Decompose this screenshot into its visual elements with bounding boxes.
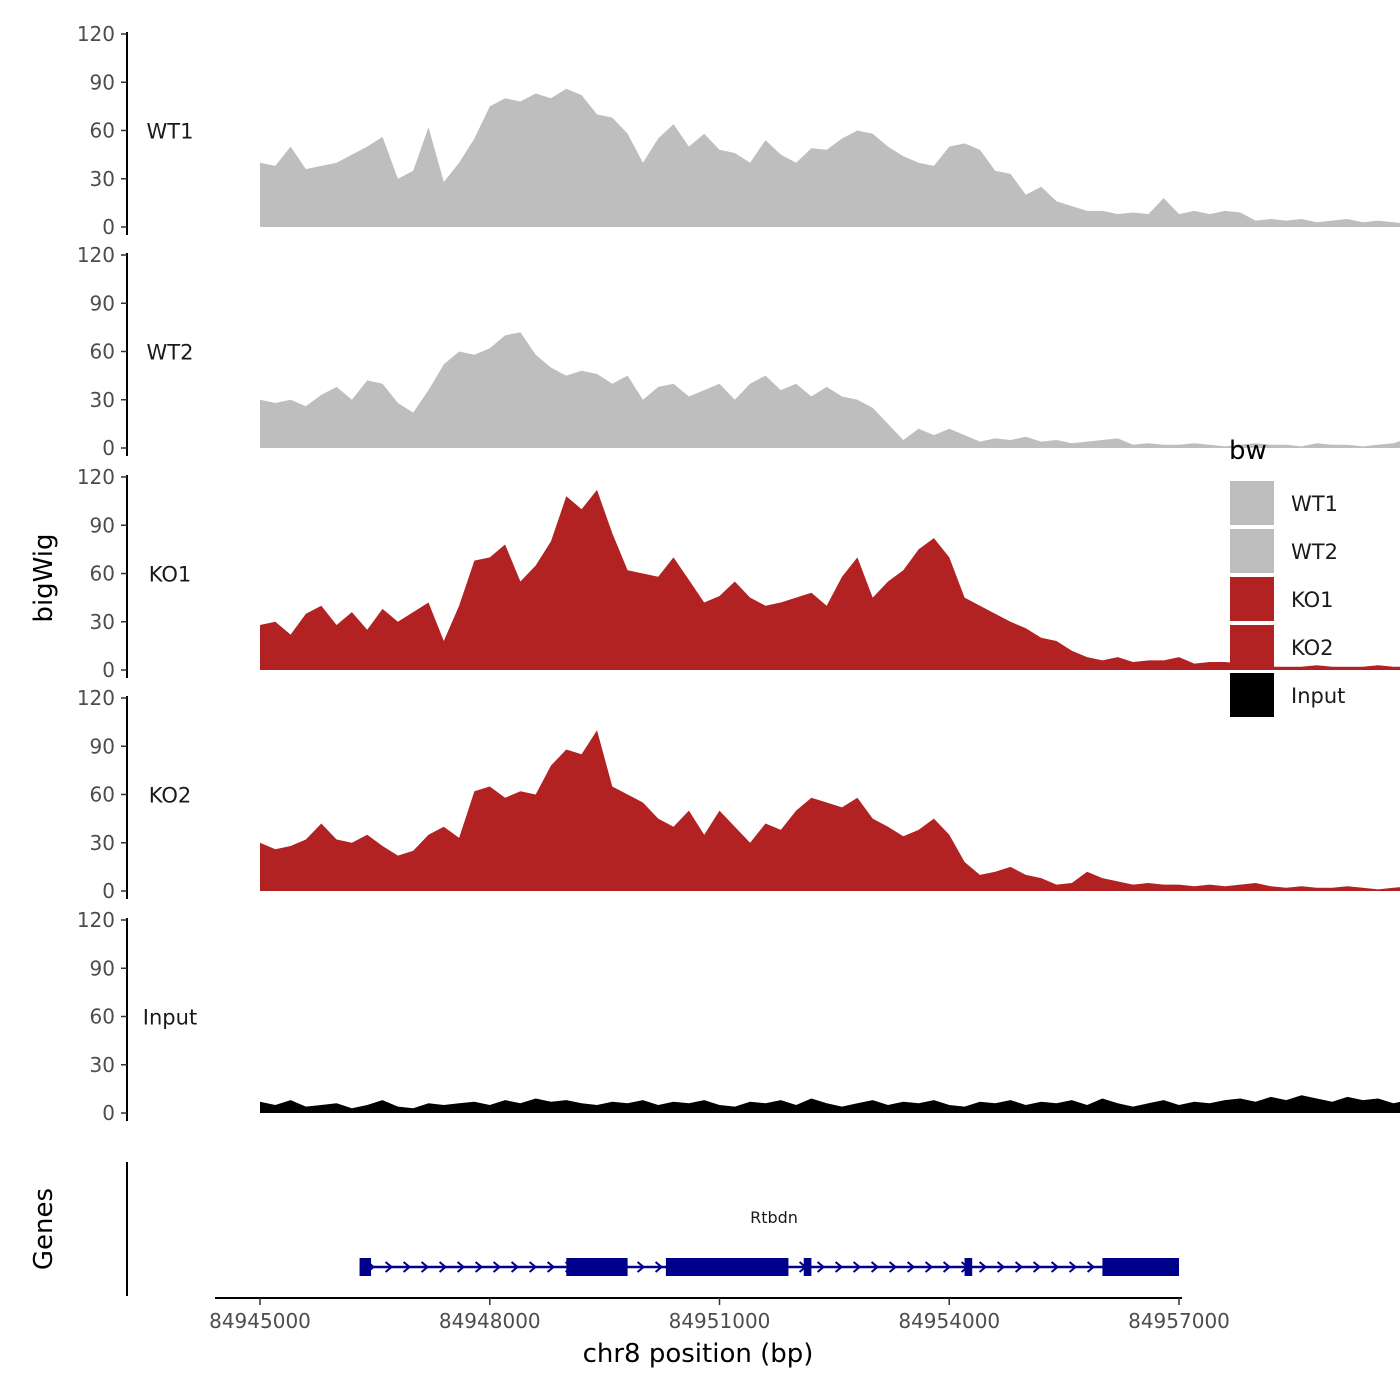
gene-model [359, 1258, 1179, 1276]
strand-chevron [1032, 1261, 1042, 1273]
strand-chevron [924, 1261, 934, 1273]
strand-chevron [456, 1261, 466, 1273]
track-input: 0 30 60 90 120 Input [77, 908, 1400, 1125]
strand-chevron [384, 1261, 394, 1273]
track-wt2: 0 30 60 90 120 WT2 [77, 243, 1400, 460]
y-tick-label: 60 [90, 783, 115, 807]
strand-chevron [402, 1261, 412, 1273]
track-label-input: Input [143, 1006, 197, 1030]
strand-chevron [942, 1261, 952, 1273]
strand-chevron [528, 1261, 538, 1273]
strand-chevron [492, 1261, 502, 1273]
legend-label-wt1: WT1 [1291, 492, 1338, 516]
legend-swatch-ko2 [1230, 625, 1274, 669]
y-tick-label: 60 [90, 562, 115, 586]
track-ko1: 0 30 60 90 120 KO1 [77, 465, 1400, 682]
y-tick-label: 120 [77, 908, 115, 932]
x-axis: chr8 position (bp) 84945000 84948000 84951… [209, 1297, 1230, 1369]
y-tick-label: 90 [90, 513, 115, 537]
y-tick-label: 120 [77, 686, 115, 710]
y-tick-label: 0 [102, 215, 115, 239]
gene-exon [803, 1258, 812, 1276]
strand-chevron [420, 1261, 430, 1273]
strand-chevron [546, 1261, 556, 1273]
coverage-area-ko1 [260, 489, 1400, 670]
strand-chevron [654, 1261, 664, 1273]
coverage-area-wt1 [260, 88, 1400, 227]
strand-chevron [1068, 1261, 1078, 1273]
legend-label-input: Input [1291, 684, 1345, 708]
track-wt1: 0 30 60 90 120 WT1 [77, 22, 1400, 239]
legend-swatch-ko1 [1230, 577, 1274, 621]
legend-label-ko2: KO2 [1291, 636, 1334, 660]
y-tick-label: 30 [90, 831, 115, 855]
strand-chevron [906, 1261, 916, 1273]
legend-swatch-wt2 [1230, 529, 1274, 573]
strand-chevron [510, 1261, 520, 1273]
y-tick-label: 0 [102, 879, 115, 903]
gene-exon [359, 1258, 372, 1276]
y-tick-label: 90 [90, 291, 115, 315]
strand-chevron [1050, 1261, 1060, 1273]
x-axis-title: chr8 position (bp) [583, 1339, 814, 1369]
x-tick-label: 84951000 [669, 1309, 771, 1333]
strand-chevron [996, 1261, 1006, 1273]
legend-swatch-wt1 [1230, 481, 1274, 525]
y-tick-label: 30 [90, 388, 115, 412]
strand-chevron [978, 1261, 988, 1273]
x-tick-label: 84948000 [439, 1309, 541, 1333]
strand-chevron [1014, 1261, 1024, 1273]
y-tick-label: 0 [102, 658, 115, 682]
strand-chevron [834, 1261, 844, 1273]
legend-title: bw [1229, 436, 1267, 466]
gene-exon [1102, 1258, 1179, 1276]
legend-label-wt2: WT2 [1291, 540, 1338, 564]
track-label-wt1: WT1 [147, 120, 194, 144]
y-tick-label: 120 [77, 22, 115, 46]
gene-exon [964, 1258, 973, 1276]
strand-chevron [852, 1261, 862, 1273]
track-label-ko1: KO1 [149, 563, 192, 587]
y-axis-title: bigWig [29, 533, 59, 622]
strand-chevron [474, 1261, 484, 1273]
legend-label-ko1: KO1 [1291, 588, 1334, 612]
strand-chevron [1086, 1261, 1096, 1273]
y-tick-label: 0 [102, 436, 115, 460]
y-tick-label: 120 [77, 465, 115, 489]
coverage-area-wt2 [260, 332, 1400, 448]
strand-chevron [888, 1261, 898, 1273]
legend-swatch-input [1230, 673, 1274, 717]
x-tick-label: 84954000 [898, 1309, 1000, 1333]
y-tick-label: 60 [90, 1005, 115, 1029]
y-tick-label: 30 [90, 1053, 115, 1077]
coverage-area-ko2 [260, 730, 1400, 891]
gene-exon [665, 1258, 789, 1276]
y-tick-label: 120 [77, 243, 115, 267]
strand-chevron [636, 1261, 646, 1273]
coverage-area-input [260, 1095, 1400, 1113]
y-tick-label: 60 [90, 340, 115, 364]
x-tick-label: 84945000 [209, 1309, 311, 1333]
y-tick-label: 30 [90, 167, 115, 191]
y-tick-label: 30 [90, 610, 115, 634]
y-tick-label: 60 [90, 119, 115, 143]
genes-axis-title: Genes [29, 1188, 59, 1270]
strand-chevron [816, 1261, 826, 1273]
legend: bw WT1 WT2 KO1 KO2 Input [1229, 436, 1345, 717]
bigwig-tracks: 0306090120WT10306090120WT20306090120KO10… [77, 22, 1400, 1125]
track-ko2: 0 30 60 90 120 KO2 [77, 686, 1400, 903]
gene-name-label: Rtbdn [750, 1208, 798, 1227]
y-tick-label: 90 [90, 956, 115, 980]
gene-exon [566, 1258, 628, 1276]
strand-chevron [870, 1261, 880, 1273]
x-tick-label: 84957000 [1128, 1309, 1230, 1333]
y-tick-label: 90 [90, 70, 115, 94]
y-tick-label: 90 [90, 734, 115, 758]
y-tick-label: 0 [102, 1101, 115, 1125]
gene-panel: Genes Rtbdn [29, 1162, 1179, 1296]
strand-chevron [438, 1261, 448, 1273]
track-label-wt2: WT2 [147, 341, 194, 365]
track-label-ko2: KO2 [149, 784, 192, 808]
